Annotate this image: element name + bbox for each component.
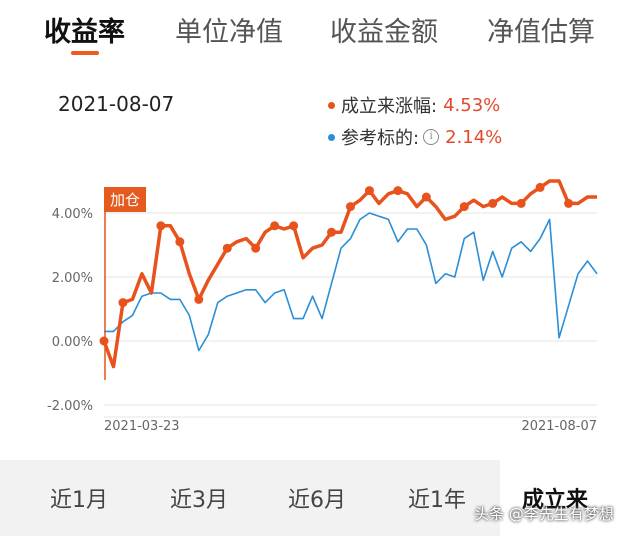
trade-point-marker: [156, 221, 166, 231]
trade-point-marker: [194, 294, 204, 304]
trade-point-marker: [289, 221, 299, 231]
active-tab-indicator: [71, 51, 99, 55]
trade-point-marker: [516, 198, 526, 208]
trade-point-marker: [118, 298, 128, 308]
return-chart[interactable]: 4.00% 2.00% 0.00% -2.00% 2021-03-23 2021-08-0…: [0, 160, 640, 450]
y-tick-label: 4.00%: [52, 207, 93, 222]
tab-nav-estimate[interactable]: 净值估算: [487, 17, 595, 48]
top-tab-bar: 收益率 单位净值 收益金额 净值估算: [0, 0, 640, 58]
range-tab-1m[interactable]: 近1月: [50, 488, 108, 513]
trade-point-marker: [488, 198, 498, 208]
series-line-benchmark: [104, 212, 598, 352]
x-start-label: 2021-03-23: [104, 419, 180, 434]
trade-point-marker: [222, 243, 232, 253]
add-position-marker: 加仓: [104, 187, 147, 212]
legend-dot-blue: [328, 133, 335, 141]
tab-return-amount[interactable]: 收益金额: [330, 17, 438, 48]
trade-point-marker: [175, 237, 185, 247]
trade-point-marker: [99, 336, 109, 346]
trade-point-marker: [251, 243, 261, 253]
selected-date: 2021-08-07: [58, 92, 175, 116]
legend-dot-orange: [328, 101, 335, 109]
range-tab-6m[interactable]: 近6月: [288, 488, 346, 513]
trade-point-marker: [270, 221, 280, 231]
range-tab-1y[interactable]: 近1年: [408, 488, 466, 513]
x-end-label: 2021-08-07: [521, 419, 597, 434]
legend-value: 2.14%: [445, 126, 503, 148]
watermark: 头条 @李先生有梦想: [474, 505, 614, 523]
trade-point-marker: [346, 202, 355, 212]
chart-series: [99, 179, 598, 369]
legend-label: 参考标的:: [341, 128, 420, 149]
chart-grid: [104, 210, 597, 418]
chart-axis-labels: 4.00% 2.00% 0.00% -2.00% 2021-03-23 2021-08-0…: [47, 207, 597, 434]
trade-point-marker: [327, 227, 337, 237]
y-tick-label: -2.00%: [47, 399, 93, 414]
legend-item-benchmark: 参考标的: i 2.14%: [328, 124, 502, 150]
y-tick-label: 0.00%: [52, 335, 93, 350]
legend-item-since-inception: 成立来涨幅: 4.53%: [328, 92, 500, 118]
legend-label: 成立来涨幅:: [341, 96, 438, 117]
trade-point-marker: [564, 198, 574, 208]
range-tab-3m[interactable]: 近3月: [170, 488, 228, 513]
trade-point-marker: [393, 186, 403, 196]
legend-value: 4.53%: [443, 94, 501, 116]
tab-unit-nav[interactable]: 单位净值: [175, 17, 283, 48]
trade-point-marker: [421, 192, 431, 202]
trade-point-marker: [535, 182, 545, 192]
info-icon[interactable]: i: [423, 129, 440, 145]
tab-return-rate[interactable]: 收益率: [44, 17, 125, 48]
trade-point-marker: [459, 202, 469, 212]
range-tab-since-inception[interactable]: 成立来: [522, 488, 589, 513]
y-tick-label: 2.00%: [52, 271, 93, 286]
trade-point-marker: [364, 186, 374, 196]
range-tab-active-bg: [500, 460, 640, 536]
